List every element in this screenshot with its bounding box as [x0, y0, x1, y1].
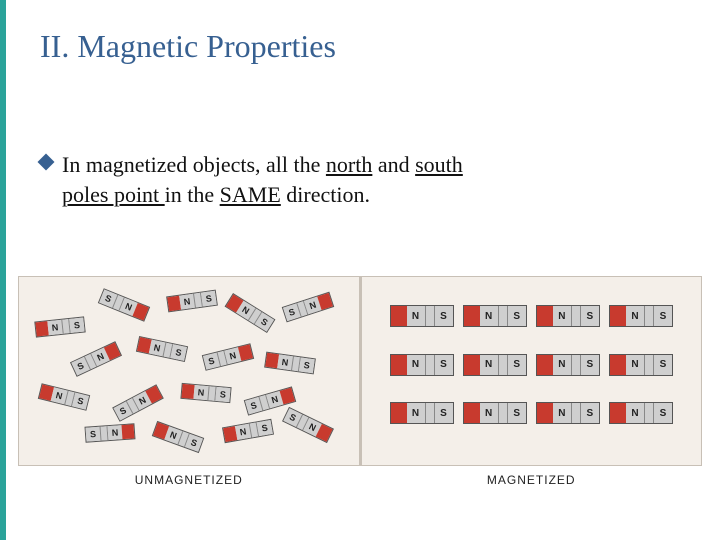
mini-magnet: SN [282, 292, 334, 323]
panel-unmagnetized: NSSNNSNSSNSNNSSNNSNSSNNSSNSNNSNSSN UNMAG… [18, 276, 360, 466]
aligned-magnet: NS [609, 305, 673, 327]
caption-magnetized: MAGNETIZED [362, 473, 702, 487]
magnet-row: NS NS NS NS [390, 402, 674, 424]
mini-magnet: NS [136, 336, 188, 362]
panel-magnetized: NSNSNSNSNSNSNSNSNSNSNSNS MAGNETIZED [360, 276, 703, 466]
page-title: II. Magnetic Properties [40, 28, 336, 65]
magnet-row: NS NS NS NS [390, 354, 674, 376]
aligned-magnet: NS [390, 305, 454, 327]
caption-unmagnetized: UNMAGNETIZED [19, 473, 359, 487]
mini-magnet: NS [180, 383, 231, 403]
unmagnetized-stage: NSSNNSNSSNSNNSSNNSNSSNNSSNSNNSNSSN [27, 285, 351, 459]
mini-magnet: SN [85, 423, 136, 442]
aligned-magnet: NS [609, 402, 673, 424]
magnetized-grid: NS NS NS NS NS NS NS NS NS NS NS NS [390, 299, 674, 443]
mini-magnet: NS [225, 293, 276, 333]
aligned-magnet: NS [463, 354, 527, 376]
magnet-row: NS NS NS NS [390, 305, 674, 327]
bullet-diamond-icon [38, 154, 55, 171]
mini-magnet: SN [112, 384, 164, 422]
aligned-magnet: NS [536, 402, 600, 424]
figure: NSSNNSNSSNSNNSSNNSNSSNNSSNSNNSNSSN UNMAG… [18, 276, 702, 466]
mini-magnet: NS [264, 352, 316, 375]
mini-magnet: SN [70, 341, 122, 377]
mini-magnet: SN [202, 343, 254, 371]
mini-magnet: NS [222, 419, 274, 443]
mini-magnet: SN [282, 407, 334, 443]
aligned-magnet: NS [390, 402, 454, 424]
mini-magnet: NS [38, 383, 90, 411]
aligned-magnet: NS [536, 305, 600, 327]
aligned-magnet: NS [390, 354, 454, 376]
aligned-magnet: NS [609, 354, 673, 376]
bullet-lead: In [62, 152, 80, 177]
mini-magnet: NS [166, 290, 218, 313]
mini-magnet: NS [152, 421, 204, 453]
aligned-magnet: NS [536, 354, 600, 376]
aligned-magnet: NS [463, 402, 527, 424]
aligned-magnet: NS [463, 305, 527, 327]
mini-magnet: NS [34, 316, 85, 337]
accent-bar [0, 0, 6, 540]
mini-magnet: SN [98, 288, 150, 322]
bullet-text: In magnetized objects, all the north and… [62, 150, 482, 209]
